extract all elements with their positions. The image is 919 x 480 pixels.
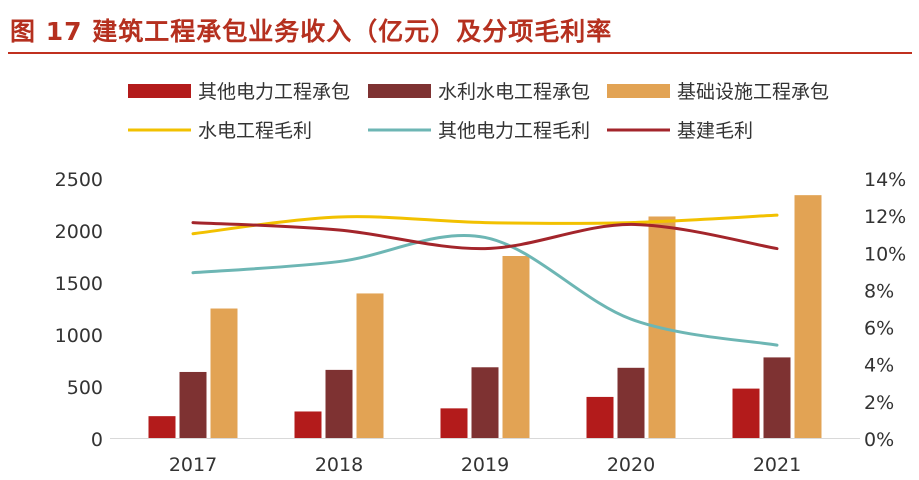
y2-tick-label: 10% xyxy=(864,243,906,265)
y-tick-label: 1500 xyxy=(55,273,103,295)
bar xyxy=(794,195,822,438)
x-tick-label: 2018 xyxy=(315,454,363,476)
y2-tick-label: 8% xyxy=(864,280,894,302)
legend-label: 水利水电工程承包 xyxy=(438,81,590,103)
bar xyxy=(471,367,499,438)
legend-label: 基建毛利 xyxy=(677,120,753,142)
series-line xyxy=(191,213,779,236)
chart-title: 图 17 建筑工程承包业务收入（亿元）及分项毛利率 xyxy=(10,17,613,46)
y2-tick-label: 6% xyxy=(864,318,894,340)
legend-swatch xyxy=(368,84,431,98)
y-tick-label: 2500 xyxy=(55,169,103,191)
y2-tick-label: 0% xyxy=(864,429,894,451)
title-divider xyxy=(8,52,912,54)
x-tick-label: 2019 xyxy=(461,454,509,476)
bar xyxy=(763,357,791,438)
y2-tick-label: 4% xyxy=(864,355,894,377)
legend-label: 水电工程毛利 xyxy=(198,120,312,142)
legend-label: 基础设施工程承包 xyxy=(677,81,829,103)
legend-swatch xyxy=(128,84,191,98)
x-tick-label: 2021 xyxy=(753,454,801,476)
bar xyxy=(356,293,384,438)
bar xyxy=(440,408,468,438)
bar xyxy=(148,416,176,438)
bar xyxy=(325,369,353,438)
bar xyxy=(502,256,530,438)
y-tick-label: 500 xyxy=(67,377,103,399)
series-line xyxy=(191,233,779,347)
y2-tick-label: 12% xyxy=(864,206,906,228)
y2-tick-label: 2% xyxy=(864,392,894,414)
y-tick-label: 2000 xyxy=(55,221,103,243)
y-tick-label: 1000 xyxy=(55,325,103,347)
x-tick-label: 2020 xyxy=(607,454,655,476)
legend-label: 其他电力工程承包 xyxy=(198,81,350,103)
bar xyxy=(179,371,207,438)
legend-label: 其他电力工程毛利 xyxy=(438,120,590,142)
bar xyxy=(210,308,238,438)
bar xyxy=(586,396,614,438)
bar xyxy=(617,367,645,438)
y-tick-label: 0 xyxy=(91,429,103,451)
x-tick-label: 2017 xyxy=(169,454,217,476)
series-line xyxy=(191,221,779,251)
bar xyxy=(294,411,322,438)
y2-tick-label: 14% xyxy=(864,169,906,191)
bar xyxy=(732,388,760,438)
legend-swatch xyxy=(607,84,670,98)
